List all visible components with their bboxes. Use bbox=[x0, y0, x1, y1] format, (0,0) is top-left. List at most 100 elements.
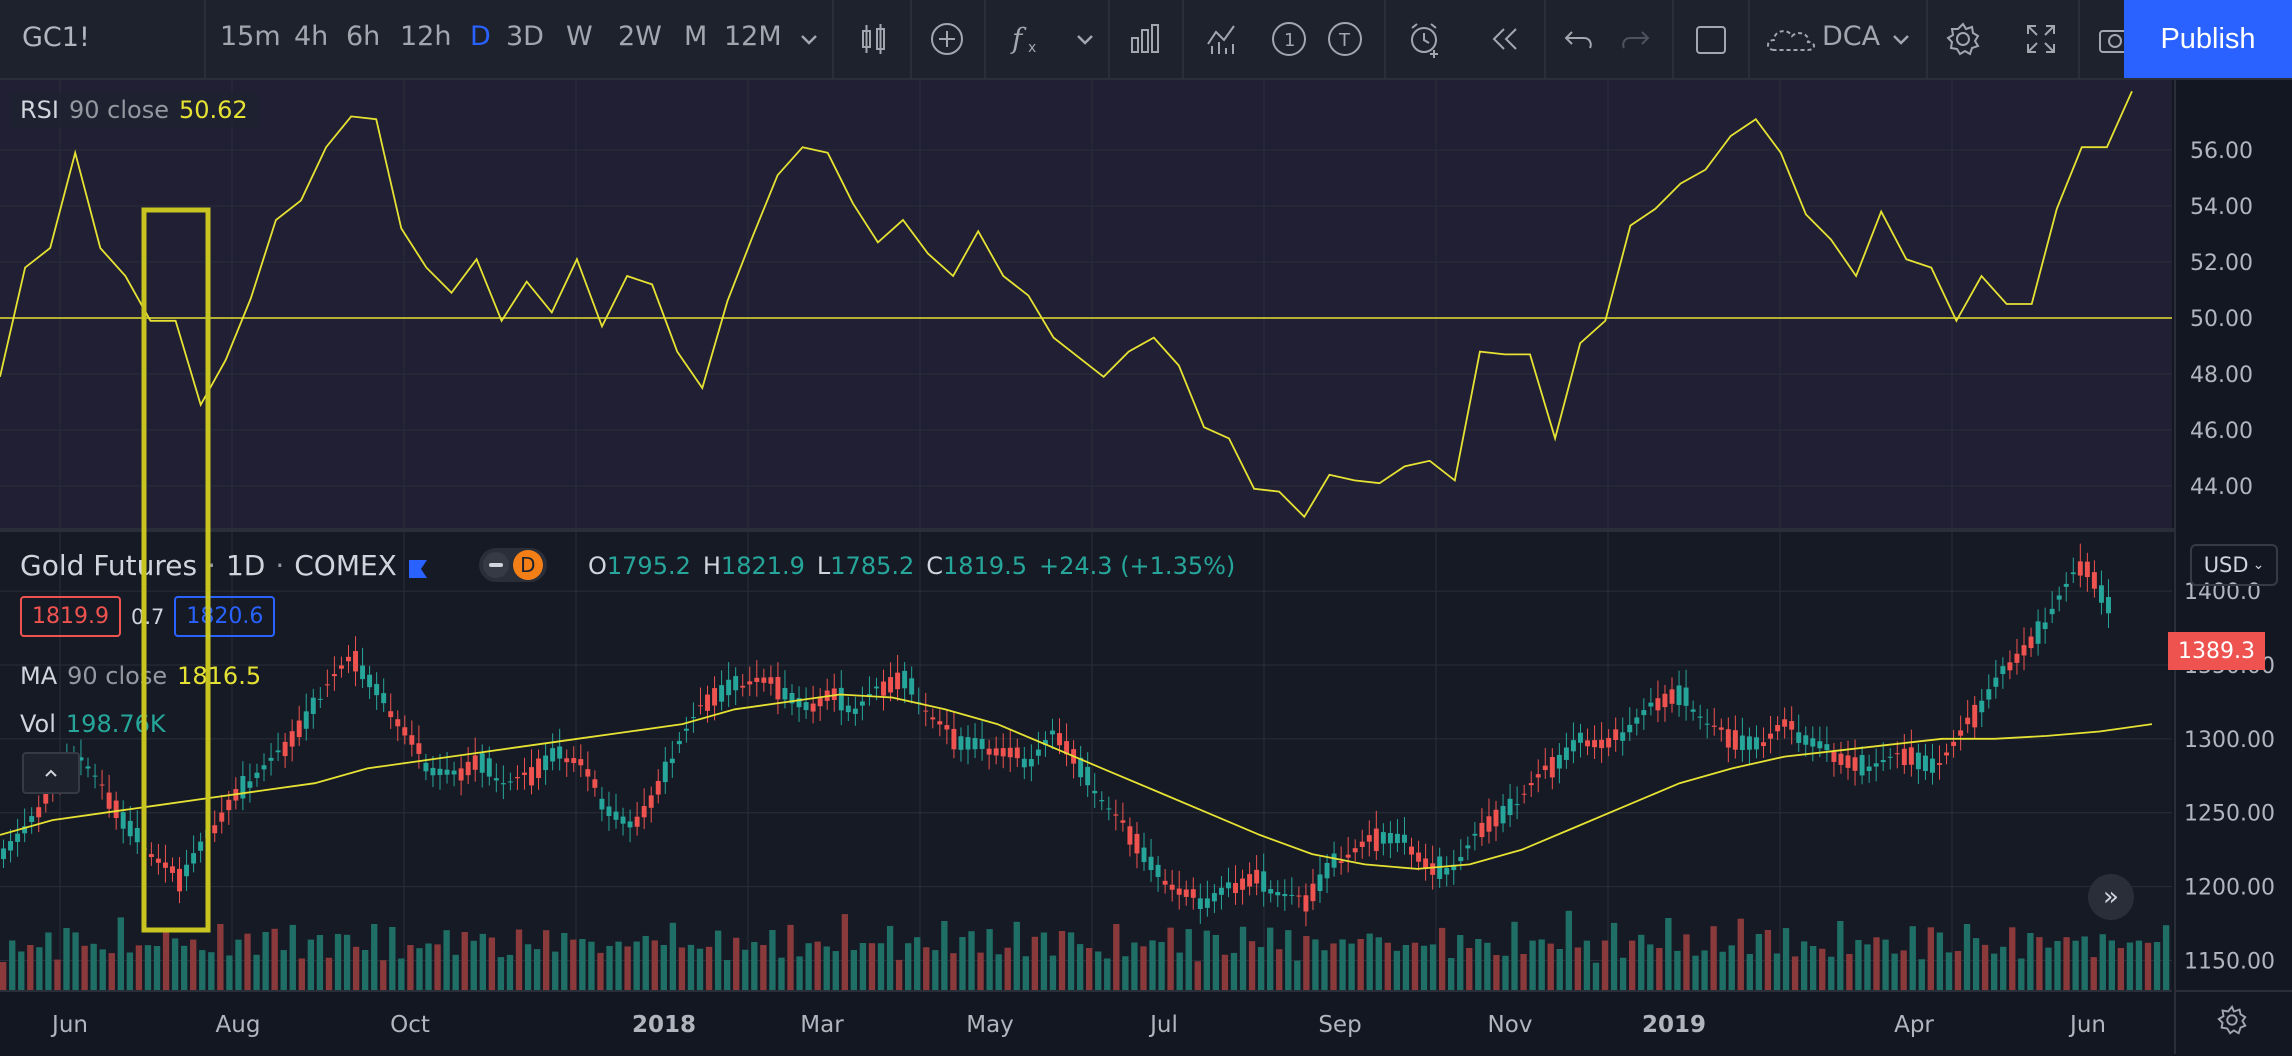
candle-body bbox=[993, 748, 999, 756]
volume-bar bbox=[2153, 942, 2161, 990]
candle-body bbox=[2091, 572, 2097, 589]
rsi-chart[interactable] bbox=[0, 80, 2172, 528]
candle-body bbox=[1155, 864, 1161, 877]
volume-bar bbox=[932, 950, 939, 990]
currency-selector[interactable]: USD ⌄ bbox=[2190, 544, 2278, 586]
candle-body bbox=[712, 688, 718, 706]
candle-body bbox=[613, 811, 619, 820]
ma-legend[interactable]: MA 90 close 1816.5 bbox=[20, 662, 261, 690]
interval-12h[interactable]: 12h bbox=[400, 21, 452, 52]
volume-bar bbox=[9, 940, 16, 990]
volume-bar bbox=[1384, 942, 1391, 990]
candle-body bbox=[768, 677, 774, 684]
volume-bar bbox=[1086, 948, 1093, 990]
volume-bar bbox=[1502, 955, 1509, 990]
candle-body bbox=[296, 720, 302, 738]
series-legend[interactable]: Gold Futures · 1D · COMEX D bbox=[20, 548, 547, 582]
chevron-down-icon[interactable] bbox=[1066, 20, 1104, 58]
volume-bar bbox=[1683, 934, 1690, 990]
chevron-down-icon[interactable] bbox=[1882, 20, 1920, 58]
volume-bar bbox=[1529, 940, 1536, 990]
alarm-add-icon[interactable] bbox=[1406, 20, 1444, 58]
candle-body bbox=[698, 705, 703, 707]
candle-body bbox=[536, 758, 542, 779]
candle-body bbox=[430, 767, 436, 776]
candle-body bbox=[726, 679, 732, 696]
circle-1-icon[interactable]: 1 bbox=[1270, 20, 1308, 58]
rewind-icon[interactable] bbox=[1486, 20, 1524, 58]
interval-12m[interactable]: 12M bbox=[724, 21, 782, 52]
volume-bar bbox=[977, 952, 984, 990]
volume-bar bbox=[1782, 928, 1790, 990]
candle-body bbox=[507, 781, 513, 783]
volume-legend[interactable]: Vol 198.76K bbox=[20, 710, 166, 738]
volume-bar bbox=[181, 945, 188, 990]
volume-bar bbox=[1828, 956, 1835, 990]
drawing-template-label[interactable]: DCA bbox=[1822, 21, 1881, 52]
redo-icon[interactable] bbox=[1616, 20, 1654, 58]
bar-chart-icon[interactable] bbox=[1126, 20, 1164, 58]
volume-bar bbox=[1276, 949, 1283, 990]
ask-price[interactable]: 1820.6 bbox=[174, 596, 276, 637]
time-axis-label: Oct bbox=[390, 1012, 430, 1038]
scroll-to-realtime-button[interactable]: » bbox=[2088, 874, 2134, 920]
pane-separator[interactable] bbox=[0, 528, 2292, 532]
symbol-search[interactable]: GC1! bbox=[22, 22, 90, 53]
interval-m[interactable]: M bbox=[684, 21, 708, 52]
rsi-pane[interactable] bbox=[0, 80, 2172, 528]
last-price-label: 1389.3 bbox=[2168, 632, 2265, 670]
candle-body bbox=[423, 762, 429, 772]
interval-4h[interactable]: 4h bbox=[294, 21, 329, 52]
interval-15m[interactable]: 15m bbox=[220, 21, 281, 52]
open-label: O bbox=[588, 552, 607, 580]
volume-bar bbox=[1810, 946, 1817, 990]
flag-icon[interactable] bbox=[407, 554, 429, 578]
chart-settings-icon[interactable] bbox=[2214, 1002, 2250, 1038]
candle-body bbox=[141, 848, 147, 850]
square-icon[interactable] bbox=[1692, 20, 1730, 58]
candlestick-icon[interactable] bbox=[854, 20, 892, 58]
volume-bar bbox=[389, 927, 396, 990]
chevron-down-icon[interactable] bbox=[790, 20, 828, 58]
price-axis[interactable]: 56.00 54.00 52.00 50.00 48.00 46.00 44.00 1400.… bbox=[2174, 80, 2292, 990]
interval-3d[interactable]: 3D bbox=[506, 21, 544, 52]
volume-bar bbox=[651, 940, 658, 990]
volume-bar bbox=[244, 933, 251, 990]
volume-bar bbox=[1629, 940, 1636, 990]
circle-t-icon[interactable]: T bbox=[1326, 20, 1364, 58]
volume-bar bbox=[1095, 951, 1102, 990]
add-circle-icon[interactable] bbox=[928, 20, 966, 58]
price-pane[interactable] bbox=[0, 532, 2172, 990]
interval-d[interactable]: D bbox=[470, 21, 491, 52]
time-axis[interactable]: Jun Aug Oct 2018 Mar May Jul Sep Nov 2019 Apr Jun bbox=[0, 990, 2172, 1054]
collapse-legend-button[interactable] bbox=[22, 752, 80, 794]
volume-bar bbox=[199, 950, 206, 990]
candle-body bbox=[324, 684, 330, 686]
volume-bar bbox=[497, 957, 505, 990]
interval-6h[interactable]: 6h bbox=[346, 21, 381, 52]
bid-price[interactable]: 1819.9 bbox=[20, 596, 121, 637]
volume-bar bbox=[2135, 940, 2143, 990]
volume-bar bbox=[1167, 927, 1174, 990]
high-value: 1821.9 bbox=[720, 552, 805, 580]
gear-icon[interactable] bbox=[1944, 20, 1982, 58]
rsi-legend[interactable]: RSI 90 close 50.62 bbox=[10, 92, 258, 128]
fullscreen-icon[interactable] bbox=[2022, 20, 2060, 58]
candle-body bbox=[1373, 828, 1379, 852]
visibility-toggle[interactable]: D bbox=[478, 548, 547, 582]
candle-body bbox=[1662, 693, 1668, 708]
volume-bar bbox=[171, 938, 179, 990]
interval-2w[interactable]: 2W bbox=[618, 21, 662, 52]
undo-icon[interactable] bbox=[1560, 20, 1598, 58]
price-chart[interactable] bbox=[0, 532, 2172, 990]
candle-body bbox=[1697, 716, 1703, 718]
volume-bar bbox=[787, 924, 794, 990]
indicator-icon[interactable] bbox=[1204, 20, 1242, 58]
cloud-icon[interactable] bbox=[1764, 20, 1816, 58]
publish-button[interactable]: Publish bbox=[2124, 0, 2292, 78]
candle-body bbox=[592, 779, 598, 788]
volume-bar bbox=[1248, 941, 1256, 990]
interval-w[interactable]: W bbox=[566, 21, 593, 52]
candle-body bbox=[1908, 747, 1914, 765]
